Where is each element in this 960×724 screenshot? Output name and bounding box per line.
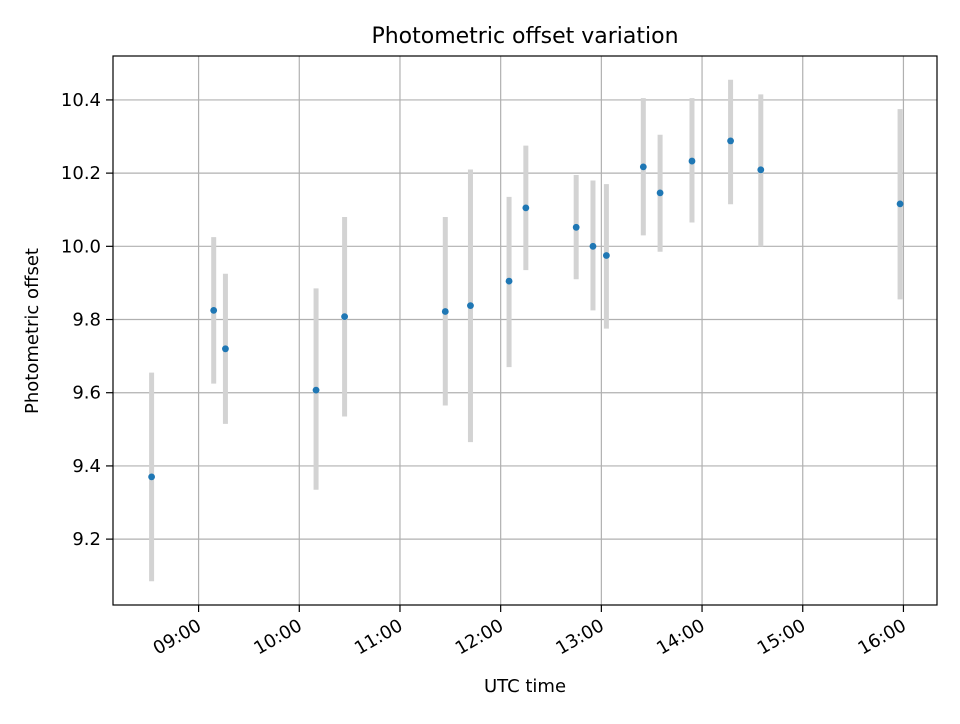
y-tick-label: 10.2 (61, 163, 101, 184)
y-tick-label: 9.8 (72, 310, 101, 331)
y-tick-label: 9.4 (72, 456, 101, 477)
data-point (896, 200, 904, 208)
data-point (148, 473, 155, 481)
data-point (757, 166, 765, 174)
y-axis-label: Photometric offset (22, 248, 43, 414)
data-point (341, 313, 348, 320)
data-point (656, 189, 664, 197)
plot-frame (112, 55, 938, 606)
x-axis-label: UTC time (484, 676, 566, 697)
data-point (222, 345, 229, 353)
data-point (602, 252, 610, 259)
data-point (727, 137, 734, 145)
y-tick-label: 9.2 (72, 529, 101, 550)
data-point (312, 386, 320, 394)
data-points (148, 137, 904, 481)
data-point (505, 277, 513, 285)
data-point (210, 306, 218, 314)
y-tick-label: 9.6 (72, 383, 101, 404)
plot-area (113, 56, 937, 605)
data-point (522, 204, 530, 212)
data-point (589, 242, 597, 250)
data-point (441, 308, 449, 315)
data-point (688, 157, 696, 165)
data-point (572, 223, 580, 231)
chart-title: Photometric offset variation (371, 24, 678, 49)
y-tick-label: 10.4 (61, 90, 101, 111)
data-point (639, 163, 647, 171)
y-tick-label: 10.0 (61, 236, 101, 257)
data-point (467, 302, 474, 310)
